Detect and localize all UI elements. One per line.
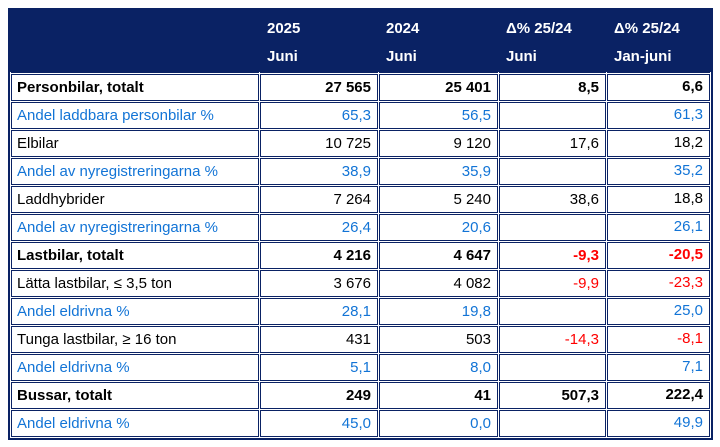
value-cell: 8,0 (379, 354, 498, 381)
value-cell: 17,6 (499, 130, 606, 157)
row-label: Elbilar (11, 130, 259, 157)
value-cell: 38,6 (499, 186, 606, 213)
value-cell: 4 647 (379, 242, 498, 269)
table-row: Andel eldrivna % 45,0 0,0 49,9 (11, 410, 710, 437)
value-cell: 5 240 (379, 186, 498, 213)
header-col-year: 2024 (386, 20, 420, 37)
value-cell: 41 (379, 382, 498, 409)
vehicle-registrations-table: 2025 Juni 2024 Juni Δ% 25/24 Juni Δ% 25/… (8, 8, 713, 440)
header-col-2025-juni: 2025 Juni (260, 11, 378, 73)
row-label: Lastbilar, totalt (11, 242, 259, 269)
row-label: Andel eldrivna % (11, 298, 259, 325)
value-cell: 6,6 (607, 74, 710, 101)
table-body: Personbilar, totalt 27 565 25 401 8,5 6,6 And… (11, 74, 710, 437)
value-cell: 507,3 (499, 382, 606, 409)
value-cell: -23,3 (607, 270, 710, 297)
header-row: 2025 Juni 2024 Juni Δ% 25/24 Juni Δ% 25/… (11, 11, 710, 73)
value-cell: 18,2 (607, 130, 710, 157)
header-col-period: Juni (506, 48, 537, 65)
header-col-delta-jan-juni: Δ% 25/24 Jan-juni (607, 11, 710, 73)
value-cell: 26,1 (607, 214, 710, 241)
header-col-period: Juni (386, 48, 417, 65)
table-row: Andel av nyregistreringarna % 26,4 20,6 26,… (11, 214, 710, 241)
value-cell: -8,1 (607, 326, 710, 353)
header-col-period: Juni (267, 48, 298, 65)
value-cell: 56,5 (379, 102, 498, 129)
value-cell (499, 102, 606, 129)
value-cell: 7,1 (607, 354, 710, 381)
value-cell: 19,8 (379, 298, 498, 325)
row-label: Andel eldrivna % (11, 410, 259, 437)
table-row: Tunga lastbilar, ≥ 16 ton 431 503 -14,3 -8,1 (11, 326, 710, 353)
row-label: Andel eldrivna % (11, 354, 259, 381)
table-row: Andel laddbara personbilar % 65,3 56,5 61,3 (11, 102, 710, 129)
value-cell: 25,0 (607, 298, 710, 325)
value-cell: 35,9 (379, 158, 498, 185)
value-cell: -14,3 (499, 326, 606, 353)
header-empty-cell (11, 11, 259, 73)
value-cell: 20,6 (379, 214, 498, 241)
value-cell: 4 216 (260, 242, 378, 269)
header-col-delta-label: Δ% 25/24 (506, 20, 572, 37)
value-cell: 35,2 (607, 158, 710, 185)
value-cell (499, 298, 606, 325)
value-cell: -9,9 (499, 270, 606, 297)
table-row: Andel av nyregistreringarna % 38,9 35,9 35,… (11, 158, 710, 185)
row-label: Bussar, totalt (11, 382, 259, 409)
value-cell: 431 (260, 326, 378, 353)
value-cell: 25 401 (379, 74, 498, 101)
value-cell: 49,9 (607, 410, 710, 437)
value-cell: -20,5 (607, 242, 710, 269)
value-cell: 27 565 (260, 74, 378, 101)
table-row: Personbilar, totalt 27 565 25 401 8,5 6,6 (11, 74, 710, 101)
value-cell (499, 410, 606, 437)
table-row: Lastbilar, totalt 4 216 4 647 -9,3 -20,5 (11, 242, 710, 269)
value-cell (499, 158, 606, 185)
value-cell: 5,1 (260, 354, 378, 381)
table-header: 2025 Juni 2024 Juni Δ% 25/24 Juni Δ% 25/… (11, 11, 710, 73)
header-col-delta-label: Δ% 25/24 (614, 20, 680, 37)
value-cell (499, 214, 606, 241)
value-cell: 4 082 (379, 270, 498, 297)
value-cell: 249 (260, 382, 378, 409)
table-row: Laddhybrider 7 264 5 240 38,6 18,8 (11, 186, 710, 213)
value-cell: -9,3 (499, 242, 606, 269)
row-label: Tunga lastbilar, ≥ 16 ton (11, 326, 259, 353)
value-cell: 0,0 (379, 410, 498, 437)
row-label: Andel av nyregistreringarna % (11, 214, 259, 241)
header-col-year: 2025 (267, 20, 301, 37)
value-cell: 26,4 (260, 214, 378, 241)
row-label: Personbilar, totalt (11, 74, 259, 101)
value-cell: 65,3 (260, 102, 378, 129)
table-row: Lätta lastbilar, ≤ 3,5 ton 3 676 4 082 -9,9… (11, 270, 710, 297)
value-cell: 61,3 (607, 102, 710, 129)
table-row: Andel eldrivna % 28,1 19,8 25,0 (11, 298, 710, 325)
row-label: Laddhybrider (11, 186, 259, 213)
value-cell: 10 725 (260, 130, 378, 157)
row-label: Lätta lastbilar, ≤ 3,5 ton (11, 270, 259, 297)
header-col-delta-juni: Δ% 25/24 Juni (499, 11, 606, 73)
value-cell: 9 120 (379, 130, 498, 157)
value-cell: 28,1 (260, 298, 378, 325)
table-row: Bussar, totalt 249 41 507,3 222,4 (11, 382, 710, 409)
header-col-2024-juni: 2024 Juni (379, 11, 498, 73)
value-cell: 45,0 (260, 410, 378, 437)
value-cell: 503 (379, 326, 498, 353)
value-cell (499, 354, 606, 381)
table-row: Andel eldrivna % 5,1 8,0 7,1 (11, 354, 710, 381)
value-cell: 8,5 (499, 74, 606, 101)
table-row: Elbilar 10 725 9 120 17,6 18,2 (11, 130, 710, 157)
value-cell: 38,9 (260, 158, 378, 185)
value-cell: 18,8 (607, 186, 710, 213)
header-col-period: Jan-juni (614, 48, 672, 65)
value-cell: 7 264 (260, 186, 378, 213)
row-label: Andel av nyregistreringarna % (11, 158, 259, 185)
value-cell: 222,4 (607, 382, 710, 409)
row-label: Andel laddbara personbilar % (11, 102, 259, 129)
value-cell: 3 676 (260, 270, 378, 297)
